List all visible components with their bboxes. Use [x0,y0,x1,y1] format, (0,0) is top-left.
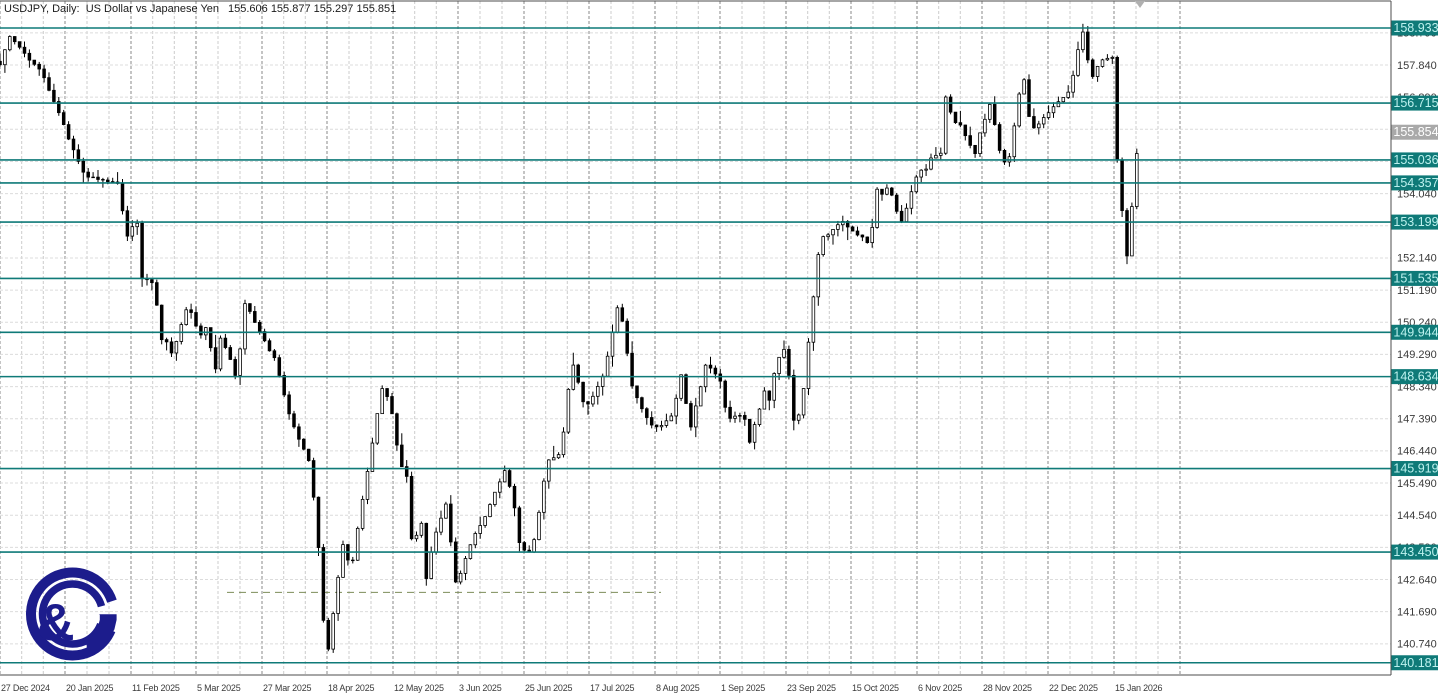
svg-text:158.933: 158.933 [1393,21,1438,35]
svg-text:152.140: 152.140 [1397,253,1437,265]
svg-text:15 Oct 2025: 15 Oct 2025 [852,683,899,693]
svg-text:1 Sep 2025: 1 Sep 2025 [721,683,765,693]
svg-text:144.540: 144.540 [1397,510,1437,522]
svg-text:155.036: 155.036 [1393,153,1438,167]
svg-text:154.357: 154.357 [1393,176,1438,190]
svg-text:5 Mar 2025: 5 Mar 2025 [197,683,241,693]
svg-text:18 Apr 2025: 18 Apr 2025 [328,683,375,693]
svg-text:141.690: 141.690 [1397,606,1437,618]
svg-text:&: & [37,594,75,652]
svg-text:146.440: 146.440 [1397,446,1437,458]
svg-text:155.854: 155.854 [1393,125,1438,139]
svg-text:20 Jan 2025: 20 Jan 2025 [66,683,114,693]
svg-text:8 Aug 2025: 8 Aug 2025 [656,683,700,693]
svg-text:148.634: 148.634 [1393,370,1438,384]
svg-text:153.199: 153.199 [1393,215,1438,229]
svg-text:22 Dec 2025: 22 Dec 2025 [1049,683,1098,693]
svg-text:149.290: 149.290 [1397,349,1437,361]
svg-text:151.190: 151.190 [1397,285,1437,297]
svg-text:147.390: 147.390 [1397,414,1437,426]
svg-text:143.450: 143.450 [1393,545,1438,559]
svg-text:151.535: 151.535 [1393,271,1438,285]
svg-text:27 Mar 2025: 27 Mar 2025 [263,683,312,693]
svg-text:6 Nov 2025: 6 Nov 2025 [918,683,962,693]
svg-text:28 Nov 2025: 28 Nov 2025 [983,683,1032,693]
svg-text:140.740: 140.740 [1397,639,1437,651]
svg-text:3 Jun 2025: 3 Jun 2025 [459,683,502,693]
svg-text:27 Dec 2024: 27 Dec 2024 [1,683,50,693]
svg-text:12 May 2025: 12 May 2025 [394,683,444,693]
svg-text:140.181: 140.181 [1393,656,1438,670]
svg-text:25 Jun 2025: 25 Jun 2025 [525,683,573,693]
svg-text:157.840: 157.840 [1397,60,1437,72]
svg-text:USDJPY, Daily: US Dollar vs J: USDJPY, Daily: US Dollar vs Japanese Yen [4,3,219,15]
svg-text:15 Jan 2026: 15 Jan 2026 [1115,683,1163,693]
svg-text:11 Feb 2025: 11 Feb 2025 [132,683,180,693]
svg-text:145.919: 145.919 [1393,462,1438,476]
svg-text:155.606 155.877 155.297 155.85: 155.606 155.877 155.297 155.851 [228,3,396,15]
svg-text:17 Jul 2025: 17 Jul 2025 [590,683,635,693]
svg-text:23 Sep 2025: 23 Sep 2025 [787,683,836,693]
svg-text:145.490: 145.490 [1397,478,1437,490]
svg-text:149.944: 149.944 [1393,325,1438,339]
svg-text:142.640: 142.640 [1397,574,1437,586]
svg-text:156.715: 156.715 [1393,96,1438,110]
